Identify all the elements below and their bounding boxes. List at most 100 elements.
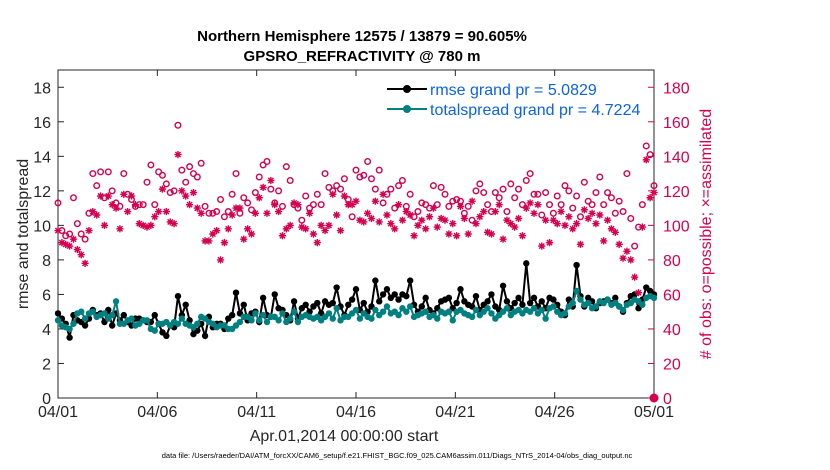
- x-tick-label: 04/06: [137, 404, 177, 421]
- assimilated-obs-marker: [325, 221, 333, 229]
- possible-obs-marker: [604, 189, 612, 197]
- assimilated-obs-marker: [139, 221, 147, 229]
- assimilated-obs-marker: [213, 226, 221, 235]
- y-tick-label: 18: [33, 80, 51, 97]
- data-point-rmse: [488, 291, 495, 298]
- assimilated-obs-marker: [309, 230, 318, 238]
- assimilated-obs-marker: [62, 240, 70, 248]
- possible-obs-marker: [592, 189, 600, 197]
- assimilated-obs-marker: [522, 204, 530, 212]
- assimilated-obs-marker: [464, 230, 472, 238]
- assimilated-obs-marker: [155, 207, 163, 216]
- assimilated-obs-marker: [220, 239, 229, 247]
- data-point-rmse: [228, 311, 236, 319]
- assimilated-obs-marker: [58, 239, 66, 247]
- data-point-totalspread: [78, 308, 85, 315]
- x-tick-label: 04/16: [336, 404, 376, 421]
- possible-obs-marker: [367, 175, 375, 183]
- possible-obs-marker: [476, 180, 484, 188]
- data-point-totalspread: [604, 296, 611, 303]
- data-point-rmse: [182, 301, 189, 308]
- assimilated-obs-marker: [441, 216, 449, 224]
- data-point-totalspread: [275, 317, 282, 324]
- assimilated-obs-marker: [518, 232, 527, 240]
- data-point-totalspread: [70, 320, 77, 327]
- data-point-rmse: [352, 286, 360, 293]
- data-point-rmse: [372, 277, 379, 284]
- possible-obs-marker: [317, 201, 325, 209]
- chart-subtitle: GPSRO_REFRACTIVITY @ 780 m: [244, 48, 481, 65]
- data-point-totalspread: [449, 317, 456, 324]
- assimilated-obs-marker: [611, 228, 619, 236]
- y2-tick-label: 40: [663, 322, 681, 339]
- possible-obs-marker: [286, 176, 294, 184]
- possible-obs-marker: [340, 175, 348, 183]
- assimilated-obs-marker: [472, 220, 480, 228]
- assimilated-obs-marker: [182, 192, 190, 200]
- data-point-totalspread: [542, 315, 549, 322]
- assimilated-obs-marker: [224, 225, 232, 233]
- possible-obs-marker: [565, 187, 573, 195]
- y2-tick-label: 80: [663, 253, 681, 270]
- assimilated-obs-marker: [147, 221, 155, 229]
- assimilated-obs-marker: [151, 213, 159, 221]
- y-tick-label: 10: [33, 218, 51, 235]
- possible-obs-marker: [437, 183, 445, 191]
- assimilated-obs-marker: [491, 207, 499, 216]
- legend-marker-totalspread: [403, 105, 411, 113]
- assimilated-obs-marker: [499, 235, 507, 243]
- possible-obs-marker: [507, 180, 515, 188]
- data-point-totalspread: [174, 320, 182, 327]
- assimilated-obs-marker: [298, 223, 306, 231]
- data-point-totalspread: [178, 315, 186, 322]
- possible-obs-marker: [569, 204, 577, 212]
- assimilated-obs-marker: [433, 223, 441, 231]
- assimilated-obs-marker: [189, 188, 198, 197]
- data-point-totalspread: [259, 311, 267, 319]
- possible-obs-marker: [104, 168, 112, 176]
- assimilated-obs-marker: [545, 239, 554, 247]
- y-tick-label: 4: [42, 322, 51, 339]
- y2-tick-label: 180: [663, 80, 690, 97]
- x-tick-label: 04/01: [38, 404, 78, 421]
- assimilated-obs-marker: [650, 188, 658, 197]
- assimilated-obs-marker: [116, 225, 124, 233]
- data-point-rmse: [201, 332, 209, 340]
- assimilated-obs-marker: [569, 225, 577, 233]
- possible-obs-marker: [557, 201, 565, 209]
- assimilated-obs-marker: [232, 204, 240, 212]
- data-point-totalspread: [356, 315, 364, 322]
- assimilated-obs-marker: [244, 225, 252, 233]
- possible-obs-marker: [325, 183, 333, 191]
- data-point-totalspread: [503, 305, 511, 312]
- possible-obs-marker: [178, 166, 186, 174]
- y-axis-right: 0 20 40 60 80 100 120 140 160 180: [648, 80, 690, 408]
- data-point-totalspread: [530, 305, 538, 312]
- assimilated-obs-marker: [572, 220, 581, 228]
- possible-obs-marker: [155, 168, 163, 176]
- assimilated-obs-marker: [228, 211, 236, 219]
- data-point-rmse: [345, 301, 352, 308]
- assimilated-obs-marker: [607, 225, 616, 233]
- assimilated-obs-marker: [576, 240, 585, 248]
- plot-area: [57, 69, 655, 399]
- assimilated-obs-marker: [584, 214, 592, 223]
- possible-obs-marker: [313, 190, 321, 198]
- possible-obs-marker: [619, 208, 627, 216]
- possible-obs-marker: [278, 202, 286, 210]
- assimilated-obs-marker: [247, 230, 256, 238]
- possible-obs-marker: [549, 209, 557, 217]
- assimilated-obs-marker: [557, 207, 565, 216]
- data-point-totalspread: [484, 305, 491, 312]
- assimilated-obs-marker: [120, 190, 128, 198]
- assimilated-obs-marker: [507, 220, 515, 228]
- data-point-rmse: [403, 292, 410, 300]
- data-point-totalspread: [368, 315, 375, 322]
- data-point-totalspread: [434, 315, 441, 322]
- assimilated-obs-marker: [387, 220, 395, 228]
- possible-obs-marker: [484, 201, 492, 209]
- y-tick-label: 6: [42, 287, 51, 304]
- assimilated-obs-marker: [104, 192, 112, 200]
- y-axis-label: rmse and totalspread: [15, 159, 32, 309]
- data-point-rmse: [120, 311, 127, 319]
